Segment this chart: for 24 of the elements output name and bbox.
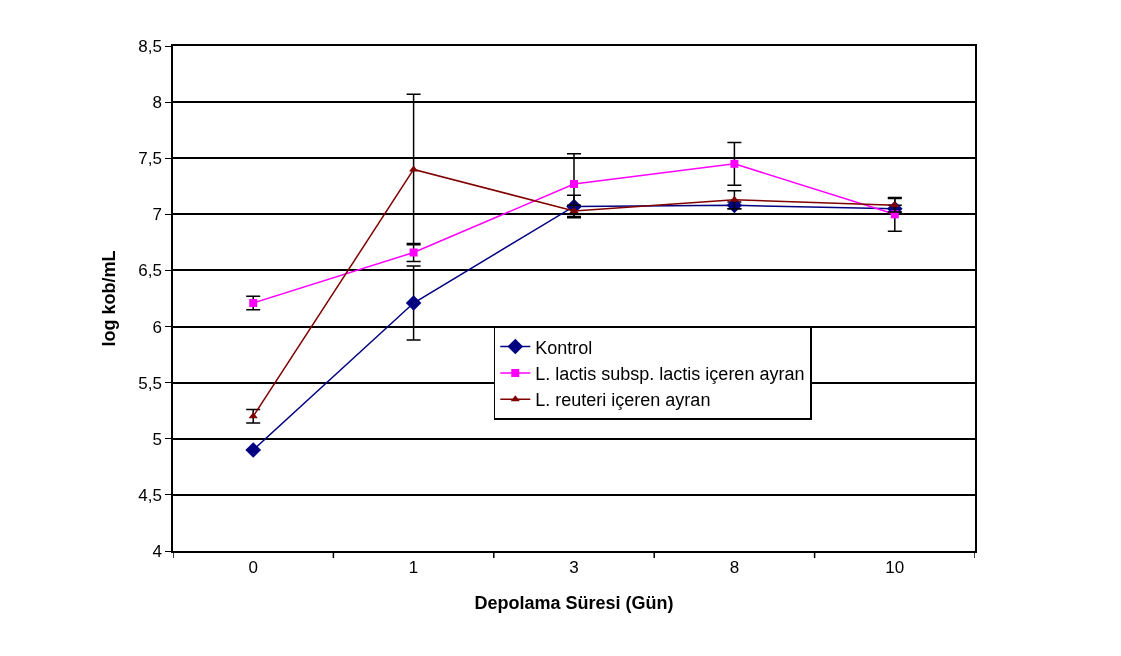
y-tick-label: 5,5 — [138, 373, 162, 393]
x-axis-title: Depolama Süresi (Gün) — [474, 592, 674, 613]
y-tick-label: 4,5 — [138, 485, 162, 505]
legend-label: L. lactis subsp. lactis içeren ayran — [535, 363, 805, 384]
legend-label: L. reuteri içeren ayran — [535, 390, 711, 411]
y-tick-label: 6,5 — [138, 261, 162, 281]
point — [245, 442, 261, 458]
x-tick-label: 0 — [248, 558, 258, 578]
y-tick-label: 6 — [152, 317, 162, 337]
x-tick-label: 1 — [408, 558, 419, 578]
x-tick-label: 3 — [569, 558, 579, 578]
y-tick-label: 8,5 — [138, 36, 162, 56]
y-axis-title: log kob/mL — [98, 250, 119, 347]
y-tick-label: 5 — [152, 429, 162, 449]
y-tick-label: 4 — [152, 541, 162, 561]
point — [570, 180, 578, 189]
y-tick-label: 8 — [152, 93, 162, 113]
x-tick-label: 10 — [885, 558, 905, 578]
x-tick-label: 8 — [729, 558, 740, 578]
legend-label: Kontrol — [535, 337, 593, 358]
y-tick-label: 7,5 — [138, 149, 162, 169]
point — [405, 295, 422, 311]
y-tick-label: 7 — [152, 205, 162, 225]
point — [730, 159, 739, 168]
